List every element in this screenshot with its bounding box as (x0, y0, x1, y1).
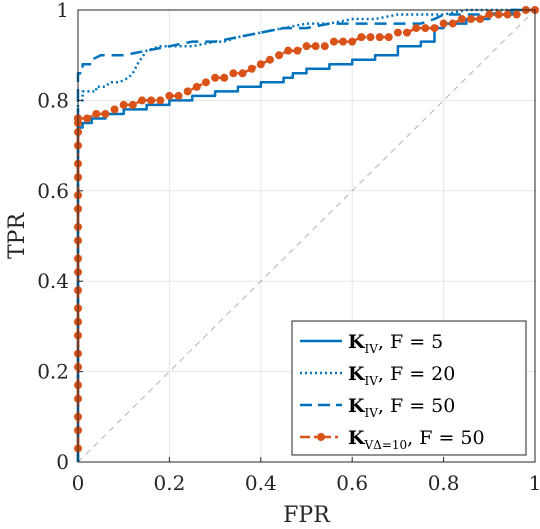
series-3-point-67 (467, 15, 476, 24)
y-tick-label-2: 0.4 (37, 269, 69, 293)
series-3-point-27 (101, 109, 110, 118)
series-3-point-39 (211, 73, 220, 82)
legend-label-1: KIV, F = 20 (348, 363, 455, 388)
series-3-point-37 (192, 82, 201, 91)
series-3-point-47 (284, 46, 293, 55)
y-tick-label-0: 0 (56, 450, 69, 474)
series-3-point-49 (302, 42, 311, 51)
x-tick-label-1: 0.2 (153, 471, 185, 495)
series-3-point-48 (293, 46, 302, 55)
series-3-point-62 (421, 24, 430, 33)
series-layer (74, 6, 539, 462)
series-3-point-65 (448, 19, 457, 28)
series-3-point-32 (147, 96, 156, 105)
series-line-0 (76, 8, 535, 462)
y-tick-label-4: 0.8 (37, 88, 69, 112)
x-tick-label-0: 0 (72, 471, 85, 495)
ticks: 0 0.2 0.4 0.6 0.8 1 0 0.2 0.4 0.6 0.8 1 (37, 0, 540, 495)
series-3-point-29 (119, 100, 128, 109)
plot-box (77, 9, 536, 463)
reference-diagonal (77, 9, 536, 463)
legend: KIV, F = 5 KIV, F = 20 KIV, F = 50 KVΔ=10, … (291, 320, 527, 456)
series-3-point-61 (412, 24, 421, 33)
legend-label-3: KVΔ=10, F = 50 (348, 427, 485, 452)
series-3-point-72 (512, 10, 521, 19)
legend-label-0: KIV, F = 5 (348, 331, 443, 356)
series-3-point-45 (265, 55, 274, 64)
y-tick-label-3: 0.6 (37, 179, 69, 203)
y-tick-label-5: 1 (56, 0, 69, 22)
series-3-point-41 (229, 69, 238, 78)
series-3-point-35 (174, 91, 183, 100)
x-axis-title: FPR (283, 503, 331, 528)
x-tick-label-5: 1 (529, 471, 540, 495)
legend-box (291, 320, 527, 456)
series-3-point-44 (256, 60, 265, 69)
series-3-point-56 (366, 33, 375, 42)
series-3-point-34 (165, 91, 174, 100)
series-3-point-52 (329, 37, 338, 46)
legend-marker-3 (317, 433, 325, 441)
series-3-point-66 (457, 15, 466, 24)
series-3-point-30 (128, 100, 137, 109)
series-3-point-25 (83, 114, 92, 123)
series-3-point-46 (275, 51, 284, 60)
series-3-point-60 (403, 28, 412, 37)
series-3-point-54 (348, 37, 357, 46)
series-3-point-50 (311, 42, 320, 51)
series-3-point-55 (357, 33, 366, 42)
x-tick-label-4: 0.8 (428, 471, 460, 495)
series-3-point-28 (110, 105, 119, 114)
series-3-point-58 (384, 33, 393, 42)
series-3-point-40 (220, 73, 229, 82)
series-3-point-26 (92, 109, 101, 118)
series-3-point-70 (494, 10, 503, 19)
series-3-point-64 (439, 19, 448, 28)
series-3-point-57 (375, 33, 384, 42)
series-3-point-36 (183, 87, 192, 96)
y-tick-label-1: 0.2 (37, 360, 69, 384)
series-3-point-38 (201, 78, 210, 87)
series-line-2 (76, 8, 535, 462)
series-3-point-43 (247, 64, 256, 73)
series-3-point-53 (339, 37, 348, 46)
x-tick-label-3: 0.6 (336, 471, 368, 495)
series-3-point-33 (156, 96, 165, 105)
series-3-point-51 (320, 42, 329, 51)
x-tick-label-2: 0.4 (245, 471, 277, 495)
series-3-point-63 (430, 24, 439, 33)
series-3-point-69 (485, 10, 494, 19)
series-3-point-42 (238, 69, 247, 78)
legend-label-2: KIV, F = 50 (348, 395, 455, 420)
series-3-point-59 (393, 28, 402, 37)
series-3-point-68 (476, 15, 485, 24)
series-3-point-71 (503, 10, 512, 19)
series-line-1 (76, 8, 535, 462)
y-axis-title: TPR (5, 212, 30, 259)
series-3-point-31 (137, 96, 146, 105)
